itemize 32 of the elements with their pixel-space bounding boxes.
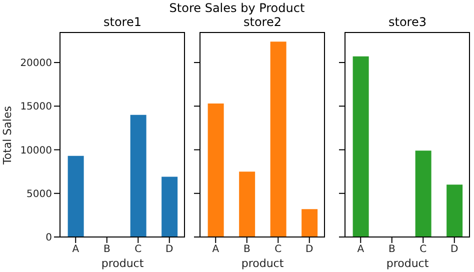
- x-tick-label: A: [357, 244, 364, 256]
- bar: [68, 156, 84, 237]
- bar: [208, 104, 224, 237]
- x-tick-label: D: [306, 244, 314, 256]
- chart-title: store1: [102, 15, 142, 29]
- y-tick-label: 20000: [20, 58, 52, 70]
- chart-title: store2: [242, 15, 282, 29]
- x-axis-title: product: [101, 257, 144, 270]
- x-tick-label: C: [134, 244, 142, 256]
- x-tick-label: D: [166, 244, 174, 256]
- y-tick-label: 0: [46, 232, 52, 244]
- chart-title: store3: [388, 15, 428, 29]
- x-axis-title: product: [386, 257, 430, 270]
- x-tick-label: C: [420, 244, 427, 256]
- x-tick-label: A: [72, 244, 80, 256]
- bar: [270, 42, 286, 237]
- x-tick-label: C: [274, 244, 282, 256]
- x-tick-label: B: [103, 244, 110, 256]
- x-tick-label: B: [243, 244, 250, 256]
- bar: [162, 176, 178, 237]
- bar: [302, 209, 318, 237]
- x-tick-label: D: [450, 244, 459, 256]
- x-tick-label: A: [212, 244, 220, 256]
- text: Store Sales by Product: [168, 1, 306, 15]
- bar: [239, 172, 256, 237]
- x-tick-label: B: [388, 244, 396, 256]
- y-tick-label: 5000: [26, 188, 52, 200]
- y-axis-title: Total Sales: [0, 106, 14, 166]
- x-axis-title: product: [241, 257, 284, 270]
- bar: [130, 114, 146, 237]
- y-tick-label: 15000: [20, 102, 52, 113]
- y-tick-label: 10000: [20, 145, 52, 156]
